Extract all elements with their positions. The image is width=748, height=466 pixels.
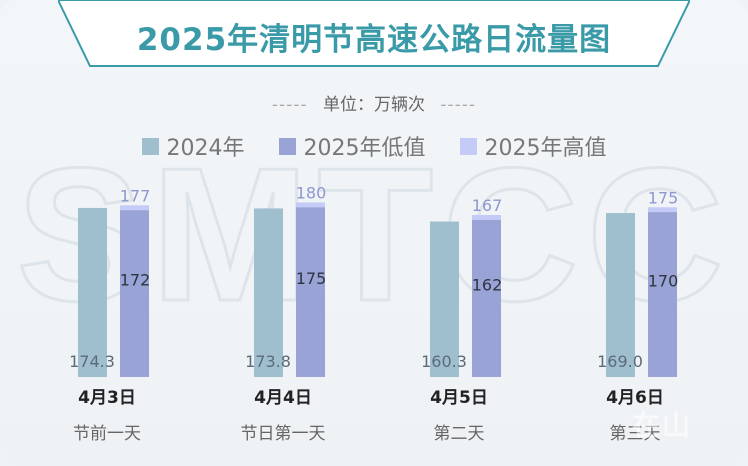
- chart-title: 2025年清明节高速公路日流量图: [136, 22, 612, 58]
- unit-dash-left: -----: [271, 95, 308, 115]
- unit-label-row: ----- 单位：万辆次 -----: [0, 90, 748, 115]
- label-2025-low-2: 162: [472, 275, 503, 294]
- bar-2025-high-0: [120, 205, 149, 211]
- bar-2025-high-3: [648, 207, 677, 213]
- label-2024-0: 174.3: [69, 352, 115, 371]
- legend-item-2025-high: 2025年高值: [459, 130, 607, 162]
- legend-label-2024: 2024年: [166, 136, 245, 161]
- bar-2025-low-0: [120, 210, 149, 377]
- category-label-2: 4月5日: [430, 388, 488, 408]
- label-2025-high-2: 167: [472, 196, 503, 215]
- legend-label-2025-low: 2025年低值: [303, 136, 426, 161]
- legend-item-2025-low: 2025年低值: [278, 130, 426, 162]
- subcategory-label-0: 节前一天: [73, 424, 141, 444]
- bar-2024-2: [430, 221, 459, 377]
- label-2024-2: 160.3: [421, 352, 467, 371]
- category-label-0: 4月3日: [78, 388, 136, 408]
- bar-2025-high-2: [472, 215, 501, 220]
- category-label-1: 4月4日: [254, 388, 312, 408]
- legend-label-2025-high: 2025年高值: [484, 136, 607, 161]
- label-2024-3: 169.0: [597, 352, 643, 371]
- legend: 2024年 2025年低值 2025年高值: [0, 130, 748, 162]
- subcategory-label-1: 节日第一天: [241, 424, 326, 444]
- label-2025-high-0: 177: [120, 186, 151, 205]
- category-label-3: 4月6日: [606, 388, 664, 408]
- bar-2024-1: [254, 208, 283, 377]
- bar-2025-low-2: [472, 219, 501, 377]
- unit-dash-right: -----: [440, 95, 477, 115]
- bar-2024-0: [78, 207, 107, 377]
- title-banner: 2025年清明节高速公路日流量图: [58, 0, 690, 70]
- bar-2025-low-1: [296, 207, 325, 377]
- unit-label: 单位：万辆次: [323, 95, 425, 115]
- label-2025-high-1: 180: [296, 183, 327, 202]
- subcategory-label-2: 第二天: [434, 424, 485, 444]
- legend-swatch-2025-high: [459, 137, 477, 155]
- bar-2024-3: [606, 213, 635, 377]
- subcategory-label-3: 第三天: [610, 424, 661, 444]
- bar-2025-high-1: [296, 202, 325, 208]
- bar-2025-low-3: [648, 212, 677, 377]
- legend-swatch-2025-low: [278, 137, 296, 155]
- label-2024-1: 173.8: [245, 352, 291, 371]
- brand-watermark: 在山: [631, 409, 692, 442]
- label-2025-low-1: 175: [296, 269, 327, 288]
- label-2025-low-3: 170: [648, 272, 679, 291]
- legend-swatch-2024: [141, 137, 159, 155]
- label-2025-high-3: 175: [648, 188, 679, 207]
- label-2025-low-0: 172: [120, 271, 151, 290]
- legend-item-2024: 2024年: [141, 130, 245, 162]
